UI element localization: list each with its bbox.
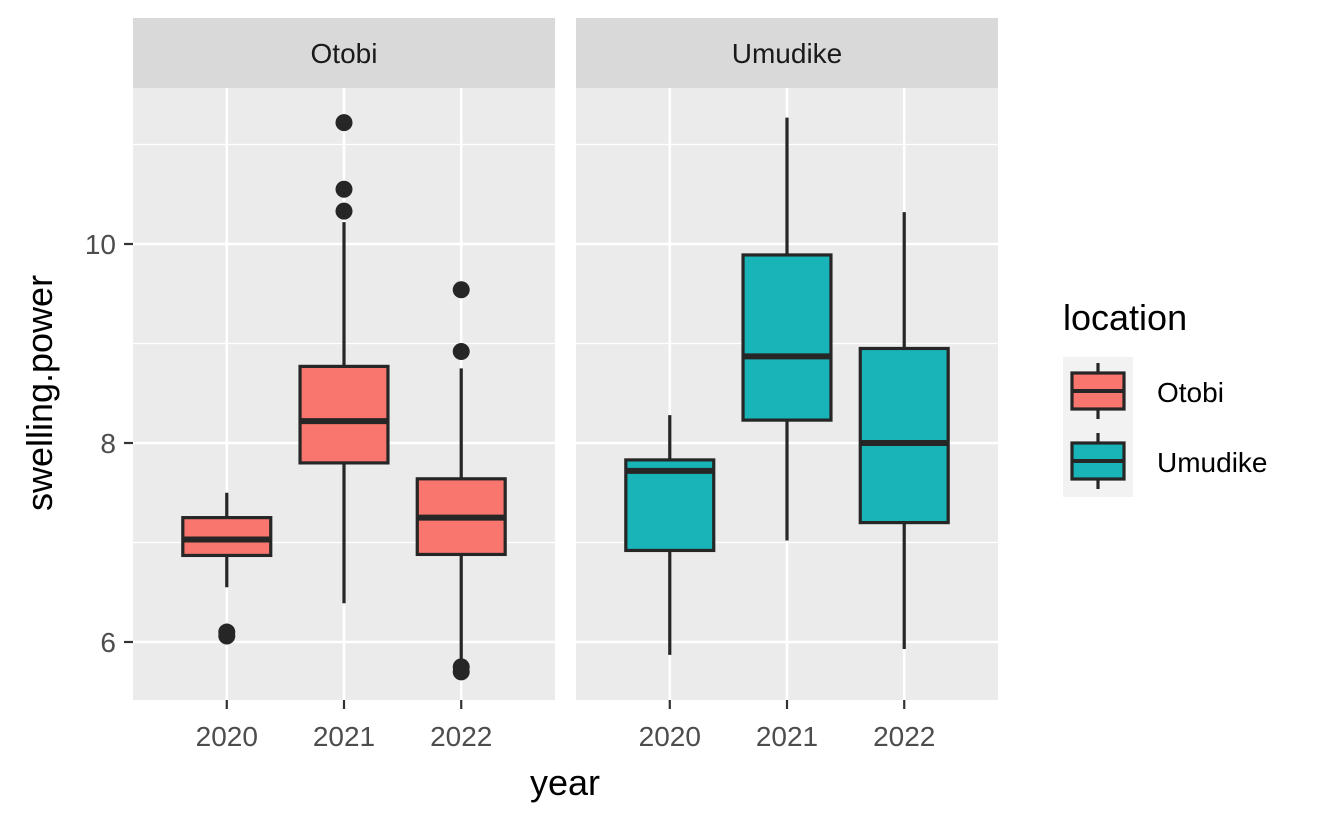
box-umudike-2021: [741, 117, 833, 541]
panel-umudike: Umudike: [576, 18, 998, 700]
box-umudike-2020: [624, 415, 716, 655]
legend-label: Otobi: [1157, 377, 1224, 408]
outlier-point: [218, 623, 236, 641]
facet-strip: [133, 18, 555, 88]
x-tick-label: 2022: [430, 721, 492, 752]
panel-otobi: Otobi: [133, 18, 555, 700]
y-axis-title: swelling.power: [19, 275, 60, 511]
outlier-point: [452, 342, 470, 360]
y-tick-label: 8: [100, 428, 116, 459]
x-axis-otobi: 2020 2021 2022: [196, 700, 492, 752]
outlier-point: [452, 658, 470, 676]
outlier-point: [335, 114, 353, 132]
y-tick-label: 10: [85, 229, 116, 260]
x-tick-label: 2021: [313, 721, 375, 752]
outlier-point: [335, 180, 353, 198]
outlier-point: [452, 281, 470, 299]
x-tick-label: 2022: [873, 721, 935, 752]
box-body: [741, 253, 833, 422]
x-tick-label: 2020: [196, 721, 258, 752]
box-body: [624, 458, 716, 553]
x-axis-umudike: 2020 2021 2022: [639, 700, 935, 752]
x-axis-title: year: [530, 762, 600, 803]
box-body: [298, 364, 390, 465]
panels-layer: Otobi Umudike: [133, 18, 998, 700]
legend: location Otobi Umudike: [1063, 297, 1267, 497]
box-body: [858, 346, 950, 525]
x-tick-label: 2020: [639, 721, 701, 752]
y-axis: 6 8 10: [85, 229, 133, 658]
x-tick-label: 2021: [756, 721, 818, 752]
legend-entry-otobi: Otobi: [1063, 357, 1224, 427]
legend-title: location: [1063, 297, 1187, 338]
outlier-point: [335, 202, 353, 220]
box-otobi-2020: [181, 492, 273, 645]
legend-entry-umudike: Umudike: [1063, 427, 1267, 497]
y-tick-label: 6: [100, 627, 116, 658]
box-otobi-2022: [415, 281, 507, 681]
box-otobi-2021: [298, 114, 390, 604]
facet-strip-label: Umudike: [732, 38, 842, 69]
box-umudike-2022: [858, 212, 950, 649]
facet-strip: [576, 18, 998, 88]
legend-label: Umudike: [1157, 447, 1267, 478]
x-axes: 2020 2021 2022 2020 2021 2022: [196, 700, 935, 752]
facet-strip-label: Otobi: [311, 38, 378, 69]
